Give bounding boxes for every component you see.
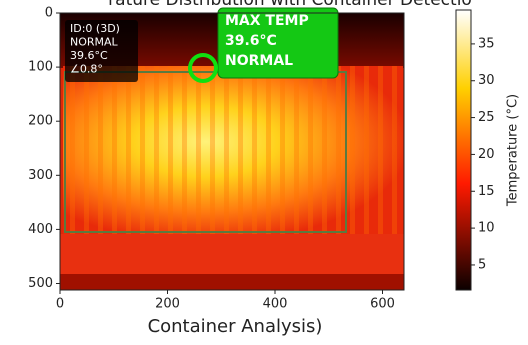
x-tick-label: 400 xyxy=(263,297,288,312)
thermal-image xyxy=(60,8,404,290)
colorbar-tick-label: 35 xyxy=(478,36,495,51)
colorbar-tick-label: 15 xyxy=(478,184,495,199)
chart: rature Distribution with Container Detec… xyxy=(0,0,528,345)
y-tick-label: 100 xyxy=(28,60,53,75)
colorbar-tick-label: 10 xyxy=(478,221,495,236)
y-tick-label: 200 xyxy=(28,114,53,129)
y-tick-label: 0 xyxy=(45,6,53,21)
colorbar-tick-label: 25 xyxy=(478,110,495,125)
subtitle: Container Analysis) xyxy=(148,316,323,337)
y-tick-label: 500 xyxy=(28,276,53,291)
colorbar-tick-label: 5 xyxy=(478,257,486,272)
info-label: NORMAL xyxy=(70,36,119,49)
colorbar xyxy=(456,10,471,290)
y-tick-label: 400 xyxy=(28,222,53,237)
colorbar-tick-label: 20 xyxy=(478,147,495,162)
y-tick-label: 300 xyxy=(28,168,53,183)
info-label: ∠0.8° xyxy=(70,63,103,76)
colorbar-label: Temperature (°C) xyxy=(506,94,521,207)
max-temp-label: 39.6°C xyxy=(225,33,277,49)
max-temp-label: NORMAL xyxy=(225,53,293,69)
max-temp-label: MAX TEMP xyxy=(225,13,309,29)
info-label: 39.6°C xyxy=(70,49,108,62)
x-tick-label: 200 xyxy=(155,297,180,312)
colorbar-tick-label: 30 xyxy=(478,73,495,88)
x-tick-label: 0 xyxy=(56,297,64,312)
x-tick-label: 600 xyxy=(370,297,395,312)
info-label: ID:0 (3D) xyxy=(70,22,120,35)
